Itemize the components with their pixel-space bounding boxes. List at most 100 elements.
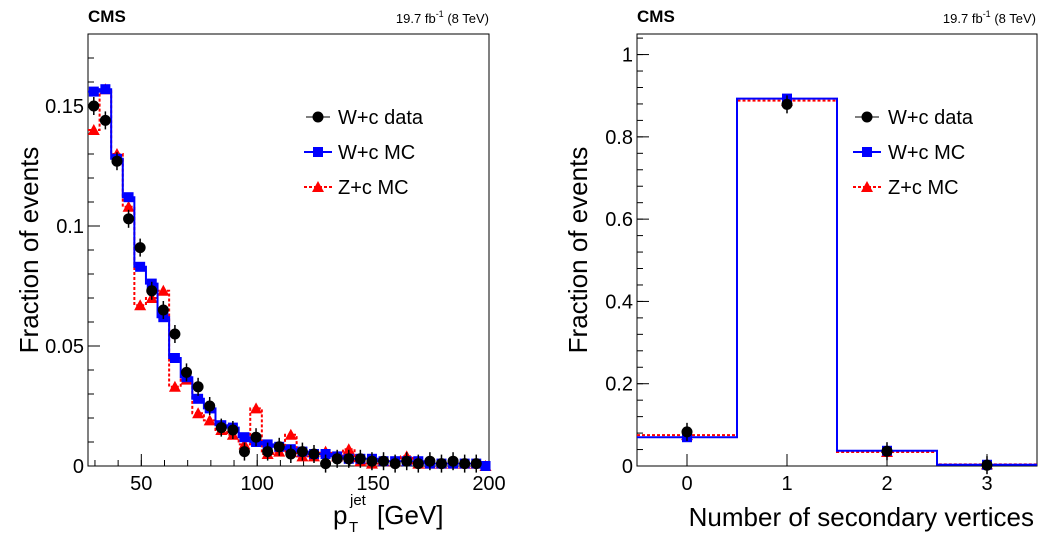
x-tick-label: 0 <box>681 473 692 495</box>
series-layer <box>87 83 492 473</box>
legend-entry-wc-mc: W+c MC <box>304 142 415 164</box>
axis-ticks: 0 1 2 3 0 0.2 0.4 0.6 0.8 1 <box>605 37 993 495</box>
axis-ticks: 50 100 150 200 0 0.05 0.1 0.15 <box>45 33 506 495</box>
data-point <box>169 328 181 340</box>
experiment-label: CMS <box>88 7 126 26</box>
x-tick-label: 200 <box>472 473 505 495</box>
zc-mc-marker <box>134 299 147 311</box>
x-axis-label: p T jet [GeV] <box>333 492 443 536</box>
wc-mc-marker <box>123 192 134 203</box>
data-point <box>447 455 459 467</box>
data-point <box>273 441 285 453</box>
legend-label: W+c data <box>888 107 974 129</box>
wc-mc-step-line <box>637 97 1037 466</box>
data-point <box>192 381 204 393</box>
y-tick-label: 1 <box>622 45 633 67</box>
data-point <box>308 448 320 460</box>
zc-mc-marker <box>157 284 170 296</box>
x-tick-label: 100 <box>241 473 274 495</box>
data-point <box>366 455 378 467</box>
legend-marker-circle <box>312 111 324 123</box>
legend: W+c data W+c MC Z+c MC <box>853 107 974 199</box>
y-tick-label: 0.8 <box>605 127 633 149</box>
series-layer <box>637 93 1037 475</box>
y-tick-label: 0.4 <box>605 291 633 313</box>
x-axis-label: Number of secondary vertices <box>689 502 1034 532</box>
data-point <box>146 285 158 297</box>
wc-mc-marker <box>193 393 204 404</box>
zc-mc-marker <box>168 380 181 392</box>
x-tick-label: 50 <box>130 473 152 495</box>
data-point <box>157 304 169 316</box>
wc-mc-marker <box>320 449 331 459</box>
wc-mc-step-line <box>88 88 489 467</box>
legend: W+c data W+c MC Z+c MC <box>304 107 424 199</box>
zc-mc-marker <box>342 443 355 455</box>
legend-label: W+c MC <box>338 142 415 164</box>
data-point <box>412 458 424 470</box>
data-point <box>250 431 262 443</box>
data-point <box>88 100 100 112</box>
legend-label: Z+c MC <box>888 177 959 199</box>
legend-entry-wc-mc: W+c MC <box>853 142 965 164</box>
legend-label: W+c data <box>338 107 424 129</box>
zc-mc-marker <box>284 428 297 440</box>
y-tick-label: 0.15 <box>45 96 84 118</box>
wc-mc-marker <box>480 461 491 471</box>
y-tick-label: 0 <box>622 456 633 478</box>
data-point <box>981 459 993 471</box>
plot-frame <box>636 33 1038 467</box>
legend-entry-data: W+c data <box>306 107 424 129</box>
legend-label: Z+c MC <box>338 177 409 199</box>
x-tick-label: 3 <box>981 473 992 495</box>
lumi-label: 19.7 fb-1 (8 TeV) <box>396 9 489 26</box>
wc-mc-marker <box>88 86 99 97</box>
data-point <box>99 114 111 126</box>
data-point <box>424 455 436 467</box>
data-point <box>134 242 146 254</box>
legend-marker-square <box>313 147 323 157</box>
wc-mc-marker <box>100 84 111 95</box>
data-point <box>181 366 193 378</box>
data-point <box>881 445 893 457</box>
x-axis-label-unit: [GeV] <box>377 500 443 530</box>
legend-entry-zc-mc: Z+c MC <box>304 177 409 199</box>
pt-jet-panel: CMS 19.7 fb-1 (8 TeV) Fraction of events… <box>14 7 506 536</box>
y-axis-label: Fraction of events <box>14 147 44 354</box>
data-point <box>331 453 343 465</box>
zc-mc-marker <box>203 414 216 426</box>
y-axis-label: Fraction of events <box>563 147 593 354</box>
zc-mc-marker <box>122 200 135 212</box>
zc-mc-marker <box>192 407 205 419</box>
x-axis-label-sub: T <box>349 519 358 533</box>
data-point <box>238 446 250 458</box>
y-tick-label: 0.6 <box>605 209 633 231</box>
data-point <box>262 446 274 458</box>
data-point <box>296 446 308 458</box>
plot-frame <box>87 33 490 467</box>
wc-mc-marker <box>135 261 146 272</box>
y-tick-label: 0.2 <box>605 374 633 396</box>
data-point <box>285 448 297 460</box>
legend-label: W+c MC <box>888 142 965 164</box>
data-point <box>435 458 447 470</box>
data-point <box>378 455 390 467</box>
data-point <box>215 422 227 434</box>
data-point <box>459 458 471 470</box>
data-point <box>227 424 239 436</box>
data-point <box>320 458 332 470</box>
data-point <box>401 455 413 467</box>
data-point <box>389 458 401 470</box>
secondary-vertices-panel: CMS 19.7 fb-1 (8 TeV) Fraction of events… <box>563 7 1038 532</box>
y-tick-label: 0.1 <box>56 216 84 238</box>
x-tick-label: 1 <box>781 473 792 495</box>
data-point <box>123 213 135 225</box>
data-point <box>781 98 793 110</box>
data-point <box>681 426 693 438</box>
x-tick-label: 2 <box>881 473 892 495</box>
data-point <box>470 458 482 470</box>
data-point <box>111 155 123 167</box>
wc-mc-marker <box>169 353 180 363</box>
